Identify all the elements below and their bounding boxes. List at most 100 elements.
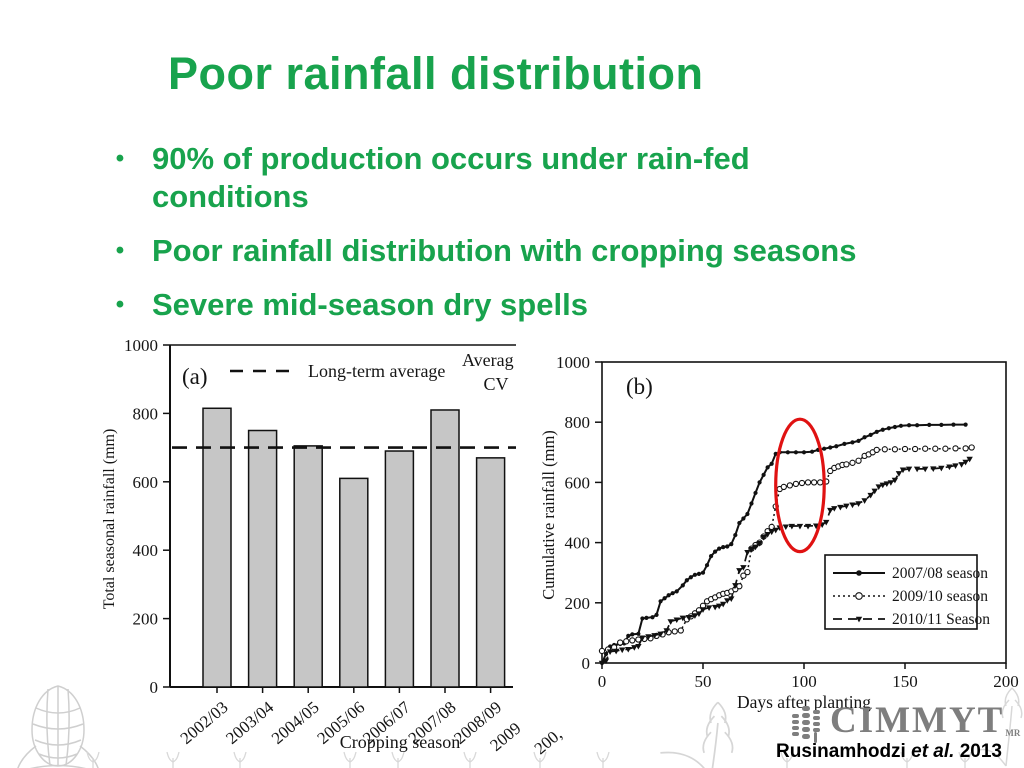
marker: [695, 611, 703, 618]
marker: [721, 545, 726, 550]
marker: [901, 445, 909, 453]
series-2007-08-season: [599, 422, 968, 666]
marker: [822, 446, 827, 451]
marker: [728, 596, 735, 602]
marker: [752, 544, 759, 551]
marker: [708, 554, 714, 559]
y-tick-label: 1000: [556, 353, 590, 372]
marker: [932, 445, 939, 452]
marker: [612, 648, 620, 655]
marker: [625, 646, 632, 653]
y-axis-title: Cumulative rainfall (mm): [540, 430, 558, 600]
marker: [868, 432, 873, 437]
y-tick-label: 1000: [124, 336, 158, 355]
bar: [293, 445, 323, 688]
cumulative-rainfall-line-chart: 0 200 400 600 800 1000 0 50 100 150 200 (b) 2007/08 …: [539, 353, 1019, 712]
x-tick-label: 2003/04: [222, 697, 277, 748]
marker: [720, 601, 727, 608]
legend-label: 2009/10 season: [892, 588, 988, 605]
marker: [744, 550, 751, 556]
marker: [769, 461, 774, 466]
marker: [699, 607, 707, 613]
marker: [645, 634, 652, 640]
marker: [736, 583, 743, 590]
marker: [793, 450, 799, 455]
marker: [757, 480, 762, 485]
marker: [898, 423, 904, 428]
marker: [891, 477, 899, 484]
marker: [626, 633, 631, 639]
marker: [636, 631, 641, 636]
legend-label: Long-term average: [308, 361, 445, 381]
marker: [842, 441, 847, 446]
marker: [809, 449, 815, 454]
marker: [729, 542, 734, 547]
marker: [875, 484, 882, 491]
marker: [843, 461, 850, 468]
marker: [804, 479, 812, 486]
marker: [732, 583, 739, 589]
bullet-text: Severe mid-season dry spells: [152, 287, 588, 322]
y-tick-label: 400: [565, 534, 591, 553]
marker: [962, 445, 969, 452]
bar: [475, 457, 506, 688]
marker: [827, 507, 834, 514]
marker: [810, 479, 818, 486]
y-tick-label: 200: [133, 610, 159, 629]
x-tick-label: 2004/05: [268, 698, 323, 748]
marker: [711, 604, 719, 611]
y-tick-label: 400: [133, 541, 159, 560]
marker: [837, 504, 844, 511]
marker: [662, 596, 667, 601]
x-tick-label-clipped: 2009: [486, 719, 524, 755]
marker: [850, 440, 855, 445]
bar: [339, 477, 369, 688]
marker: [736, 568, 743, 574]
x-tick-label: 0: [598, 672, 607, 691]
marker: [705, 605, 713, 612]
marker: [892, 424, 897, 430]
marker: [871, 488, 878, 495]
marker: [772, 527, 779, 534]
marker: [674, 589, 679, 594]
marker: [640, 616, 645, 621]
marker: [658, 599, 663, 604]
marker: [834, 444, 839, 449]
panel-label: (b): [626, 374, 653, 399]
marker: [938, 465, 945, 472]
marker: [740, 572, 747, 579]
marker: [861, 498, 868, 504]
y-tick-label: 600: [565, 473, 591, 492]
y-tick-label: 800: [133, 404, 159, 423]
marker: [753, 490, 758, 496]
dry-spell-ellipse-annotation: [774, 417, 826, 554]
citation-etal: et al.: [911, 741, 955, 762]
marker: [887, 480, 895, 486]
marker: [740, 565, 747, 571]
marker: [782, 524, 790, 531]
marker: [745, 511, 750, 517]
marker: [631, 645, 638, 651]
marker: [756, 541, 763, 547]
marker: [952, 445, 959, 452]
marker: [856, 570, 862, 576]
marker: [639, 635, 646, 642]
marker: [717, 546, 722, 551]
corner-text: CV: [483, 374, 508, 394]
marker: [798, 479, 806, 487]
marker: [828, 445, 833, 450]
marker: [786, 482, 794, 489]
marker: [663, 628, 670, 634]
marker: [630, 632, 635, 637]
marker: [635, 643, 642, 650]
marker: [922, 445, 929, 452]
marker: [855, 457, 862, 464]
marker: [855, 616, 863, 623]
marker: [744, 568, 751, 576]
marker: [913, 466, 921, 473]
marker: [623, 638, 630, 645]
marker: [606, 649, 614, 655]
marker: [862, 435, 867, 440]
bullet-item-3: • Severe mid-season dry spells: [110, 286, 1015, 324]
